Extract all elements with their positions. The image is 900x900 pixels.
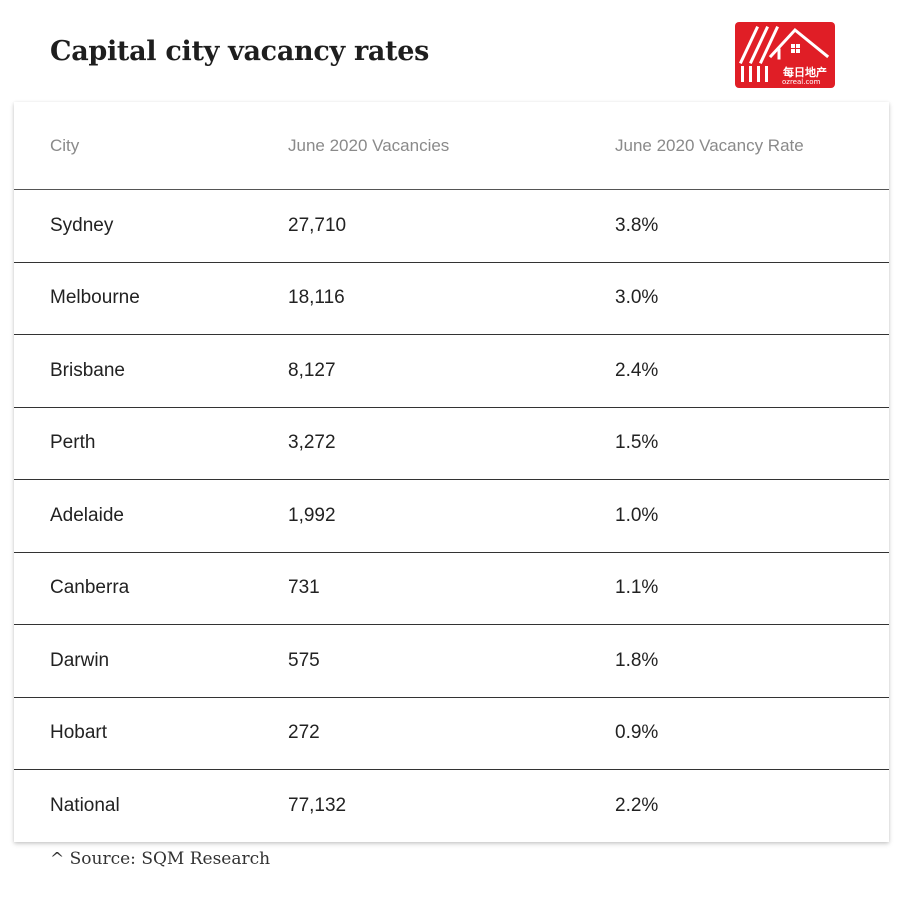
table-row: Darwin 575 1.8% (14, 624, 889, 698)
cell-vacancies: 575 (288, 624, 615, 698)
cell-vacancy-rate: 1.8% (615, 624, 889, 698)
cell-vacancies: 8,127 (288, 334, 615, 408)
table-row: Canberra 731 1.1% (14, 552, 889, 625)
cell-city: National (50, 794, 120, 816)
vacancy-table-card: City June 2020 Vacancies June 2020 Vacan… (14, 102, 889, 842)
cell-vacancy-rate: 2.2% (615, 794, 659, 816)
cell-city: Hobart (14, 697, 288, 770)
house-logo-icon (739, 26, 830, 82)
cell-city: Perth (14, 407, 288, 480)
cell-vacancy-rate: 1.0% (615, 479, 889, 553)
table-header-row: City June 2020 Vacancies June 2020 Vacan… (14, 102, 889, 190)
cell-vacancies: 27,710 (288, 189, 615, 263)
ozreal-logo: 每日地产 ozreal.com (735, 22, 835, 88)
cell-city: Melbourne (14, 262, 288, 335)
cell-city: Canberra (14, 552, 288, 625)
cell-vacancies: 272 (288, 697, 615, 770)
column-header-vacancy-rate: June 2020 Vacancy Rate (615, 102, 889, 190)
cell-vacancy-rate: 3.8% (615, 189, 889, 263)
cell-city: Sydney (14, 189, 288, 263)
cell-vacancies: 77,132 (288, 794, 347, 816)
cell-vacancies: 3,272 (288, 407, 615, 480)
page-title: Capital city vacancy rates (50, 36, 430, 67)
cell-vacancies: 1,992 (288, 479, 615, 553)
cell-vacancy-rate: 0.9% (615, 697, 889, 770)
column-header-vacancies: June 2020 Vacancies (288, 102, 615, 190)
cell-vacancies: 731 (288, 552, 615, 625)
column-header-city: City (14, 102, 288, 190)
cell-city: Adelaide (14, 479, 288, 553)
cell-vacancy-rate: 3.0% (615, 262, 889, 335)
table-row: Sydney 27,710 3.8% (14, 189, 889, 263)
cell-city: Brisbane (14, 334, 288, 408)
cell-vacancies: 18,116 (288, 262, 615, 335)
table-row: Hobart 272 0.9% (14, 697, 889, 770)
logo-text-url: ozreal.com (782, 78, 821, 86)
table-row: Adelaide 1,992 1.0% (14, 479, 889, 553)
source-note: ^ Source: SQM Research (50, 849, 271, 869)
cell-vacancy-rate: 1.1% (615, 552, 889, 625)
cell-vacancy-rate: 2.4% (615, 334, 889, 408)
table-row: Perth 3,272 1.5% (14, 407, 889, 480)
cell-vacancy-rate: 1.5% (615, 407, 889, 480)
table-row: Brisbane 8,127 2.4% (14, 334, 889, 408)
table-row: Melbourne 18,116 3.0% (14, 262, 889, 335)
cell-city: Darwin (14, 624, 288, 698)
vacancy-table: City June 2020 Vacancies June 2020 Vacan… (14, 102, 889, 842)
table-row: National 77,132 2.2% (14, 770, 889, 842)
logo-text-cn: 每日地产 (783, 66, 827, 79)
